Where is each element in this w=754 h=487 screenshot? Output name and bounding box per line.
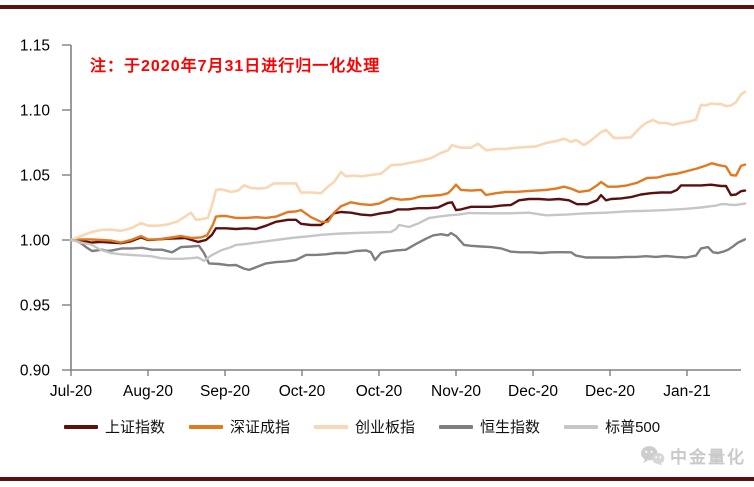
- series-chinext-line: [69, 90, 747, 242]
- x-tick-label-6: Dec-20: [508, 383, 558, 400]
- legend-swatch-spx: [564, 424, 599, 429]
- legend-item-chinext: 创业板指: [314, 416, 415, 437]
- y-tick-label-0: 0.90: [20, 363, 51, 380]
- legend-label-szse: 深证成指: [230, 419, 291, 436]
- legend-item-spx: 标普500: [564, 416, 660, 437]
- series-hsi-line: [69, 231, 747, 272]
- chart-legend: 上证指数 深证成指 创业板指 恒生指数 标普500: [64, 416, 684, 437]
- x-tick-label-3: Oct-20: [279, 383, 326, 400]
- x-tick-label-1: Aug-20: [123, 383, 173, 400]
- legend-swatch-szse: [189, 424, 224, 429]
- series-szse-line: [69, 162, 747, 244]
- legend-item-szse: 深证成指: [189, 416, 290, 437]
- x-tick-label-0: Jul-20: [50, 383, 93, 400]
- legend-label-hsi: 恒生指数: [480, 419, 541, 436]
- x-tick-label-5: Nov-20: [431, 383, 481, 400]
- watermark: 中金量化: [640, 443, 746, 468]
- bottom-accent-rule: [0, 477, 754, 481]
- y-tick-label-1: 0.95: [20, 298, 50, 315]
- x-tick-label-8: Jan-21: [663, 383, 710, 400]
- wechat-chat-bubbles-icon: [641, 446, 665, 466]
- legend-item-hsi: 恒生指数: [439, 416, 540, 437]
- y-tick-label-3: 1.05: [20, 168, 50, 185]
- watermark-label: 中金量化: [670, 448, 746, 467]
- y-tick-label-4: 1.10: [20, 103, 51, 120]
- x-tick-label-7: Dec-20: [585, 383, 635, 400]
- legend-label-chinext: 创业板指: [355, 419, 416, 436]
- legend-item-sse: 上证指数: [64, 416, 165, 437]
- top-accent-rule: [0, 5, 754, 9]
- legend-swatch-chinext: [314, 424, 349, 429]
- legend-label-sse: 上证指数: [105, 419, 166, 436]
- series-spx-line: [69, 202, 747, 262]
- legend-label-spx: 标普500: [605, 419, 661, 436]
- x-tick-label-4: Oct-20: [356, 383, 403, 400]
- y-tick-label-5: 1.15: [20, 38, 50, 55]
- y-tick-label-2: 1.00: [20, 233, 51, 250]
- legend-swatch-sse: [64, 424, 98, 429]
- normalization-note: 注：于2020年7月31日进行归一化处理: [90, 58, 381, 75]
- legend-swatch-hsi: [439, 424, 474, 429]
- x-tick-label-2: Sep-20: [200, 383, 250, 400]
- series-sse-line: [69, 183, 747, 245]
